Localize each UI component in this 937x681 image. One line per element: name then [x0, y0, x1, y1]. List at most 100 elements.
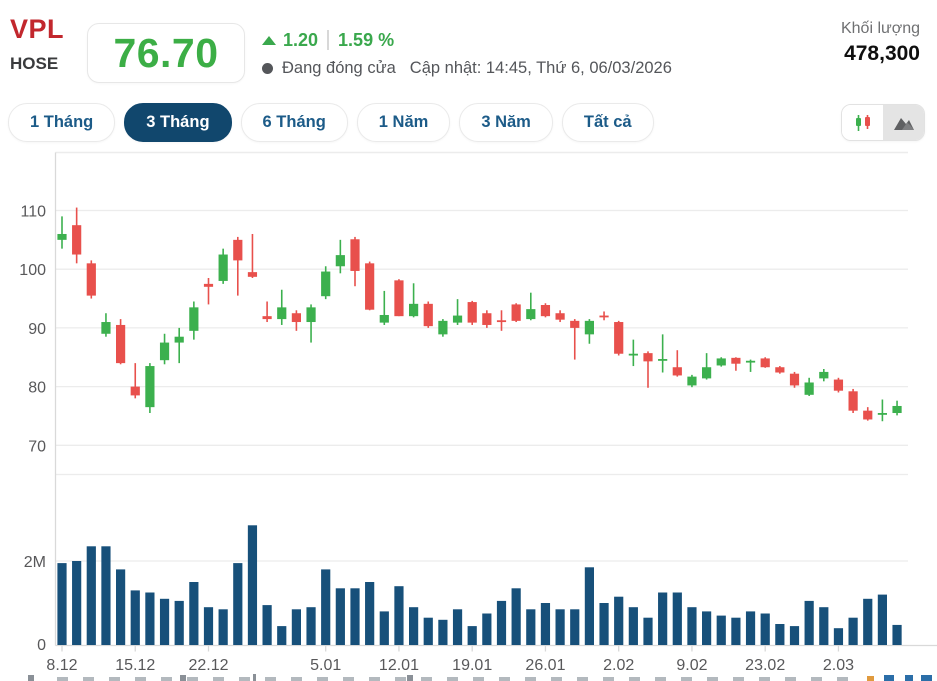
volume-summary: Khối lượng 478,300: [841, 20, 920, 66]
volume-axis-label: 2M: [24, 554, 46, 571]
candlestick-chart-button[interactable]: [842, 105, 883, 140]
volume-bar: [819, 607, 829, 645]
volume-bar: [745, 611, 756, 645]
market-status-text: Đang đóng cửa: [282, 59, 396, 77]
volume-bar: [438, 619, 448, 645]
x-axis-label: 8.12: [46, 657, 77, 674]
tab-3-years[interactable]: 3 Năm: [459, 103, 553, 142]
candle-body: [863, 410, 873, 420]
volume-bar: [86, 546, 96, 645]
tab-6-months[interactable]: 6 Tháng: [240, 103, 348, 142]
price-change-percent: 1.59 %: [338, 29, 395, 50]
volume-bar: [687, 607, 697, 645]
candle-body: [467, 302, 477, 323]
volume-bar: [482, 613, 492, 645]
volume-bar: [423, 617, 433, 645]
volume-bar: [877, 594, 887, 645]
cropped-glyph: [905, 675, 913, 681]
volume-bar: [892, 624, 902, 645]
candle-body: [174, 336, 184, 343]
candle-body: [438, 320, 448, 335]
candle-body: [321, 271, 331, 297]
volume-bar: [57, 563, 67, 645]
candle-body: [892, 405, 902, 414]
volume-bar: [848, 617, 858, 645]
volume-bar: [804, 600, 814, 645]
candle-body: [409, 303, 419, 317]
volume-bar: [863, 598, 873, 645]
tab-1-month[interactable]: 1 Tháng: [8, 103, 116, 142]
candle-body: [394, 280, 404, 317]
candle-body: [760, 358, 770, 368]
candle-body: [496, 320, 507, 323]
candle-body: [291, 313, 301, 323]
candle-body: [335, 255, 345, 267]
tab-all[interactable]: Tất cả: [561, 103, 654, 142]
candle-body: [716, 358, 726, 366]
x-axis-label: 9.02: [676, 657, 707, 674]
volume-bar: [555, 609, 565, 645]
candle-body: [218, 254, 228, 281]
volume-bar: [467, 626, 477, 645]
candle-body: [789, 373, 800, 386]
volume-bar: [306, 607, 316, 645]
volume-bar: [511, 588, 521, 645]
cropped-glyph: [867, 676, 874, 681]
candle-body: [804, 382, 814, 395]
volume-bar: [614, 596, 624, 645]
candlestick-icon: [855, 114, 870, 131]
area-chart-button[interactable]: [883, 105, 924, 140]
volume-bar: [116, 569, 126, 645]
cropped-glyph: [28, 675, 34, 681]
volume-bar: [496, 600, 507, 645]
volume-bar: [658, 592, 668, 645]
volume-bar: [599, 603, 609, 645]
volume-value: 478,300: [844, 42, 920, 65]
candle-body: [687, 376, 697, 386]
volume-bar: [233, 563, 243, 645]
x-axis-label: 2.02: [603, 657, 634, 674]
volume-bar: [628, 607, 638, 645]
volume-bar: [350, 588, 360, 645]
volume-bar: [540, 603, 551, 645]
x-axis-label: 15.12: [115, 657, 155, 674]
candle-body: [745, 360, 756, 363]
market-status-row: Đang đóng cửa Cập nhật: 14:45, Thứ 6, 06…: [262, 59, 672, 78]
candle-body: [511, 304, 521, 321]
candle-body: [526, 309, 536, 320]
candle-body: [658, 359, 668, 361]
price-axis-label: 100: [19, 262, 46, 279]
tab-1-year[interactable]: 1 Năm: [356, 103, 451, 142]
candle-body: [116, 324, 126, 364]
cropped-next-row: [57, 677, 857, 681]
volume-bar: [335, 588, 345, 645]
volume-label: Khối lượng: [840, 20, 920, 37]
x-axis-label: 12.01: [379, 657, 419, 674]
volume-bar: [189, 582, 199, 645]
volume-bar: [789, 626, 800, 645]
x-axis-label: 5.01: [310, 657, 341, 674]
volume-bar: [643, 617, 653, 645]
tab-3-months[interactable]: 3 Tháng: [124, 103, 232, 142]
candle-body: [540, 305, 551, 317]
candle-body: [482, 313, 492, 325]
candle-body: [702, 367, 712, 379]
candle-body: [628, 353, 638, 356]
candle-body: [584, 320, 594, 335]
candle-body: [775, 367, 785, 373]
candle-body: [379, 314, 389, 323]
x-axis-label: 19.01: [452, 657, 492, 674]
candle-body: [833, 379, 844, 391]
candle-body: [262, 316, 272, 320]
up-arrow-icon: [262, 35, 276, 45]
mountain-area-icon: [893, 117, 914, 130]
cropped-glyph: [884, 675, 894, 681]
candle-body: [570, 320, 580, 328]
candle-body: [130, 386, 140, 396]
candle-body: [643, 353, 653, 362]
volume-bar: [452, 609, 463, 645]
price-axis-label: 80: [28, 380, 46, 397]
cropped-glyph: [180, 675, 186, 681]
candle-body: [277, 307, 287, 320]
